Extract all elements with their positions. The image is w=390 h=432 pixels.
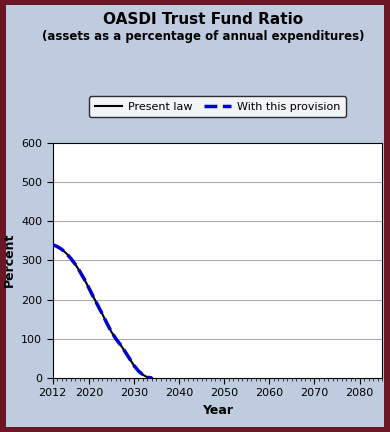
Legend: Present law, With this provision: Present law, With this provision: [89, 96, 346, 118]
Present law: [96, 303, 100, 308]
Present law: [150, 375, 154, 381]
With this provision: [131, 363, 136, 368]
With this provision: [73, 262, 78, 267]
Present law: [118, 342, 123, 347]
Present law: [145, 375, 150, 380]
Present law: [50, 242, 55, 247]
With this provision: [82, 276, 87, 282]
Present law: [136, 368, 141, 374]
Text: OASDI Trust Fund Ratio: OASDI Trust Fund Ratio: [103, 12, 303, 27]
Present law: [77, 269, 82, 274]
Present law: [55, 244, 60, 249]
With this provision: [91, 294, 96, 299]
Line: With this provision: With this provision: [53, 245, 152, 378]
Line: Present law: Present law: [53, 245, 152, 378]
Present law: [105, 321, 109, 326]
With this provision: [64, 251, 69, 256]
With this provision: [68, 256, 73, 261]
With this provision: [118, 342, 123, 347]
With this provision: [122, 349, 127, 354]
Present law: [127, 356, 132, 361]
Present law: [100, 311, 105, 317]
With this provision: [55, 244, 60, 249]
With this provision: [87, 285, 91, 290]
Present law: [87, 285, 91, 290]
With this provision: [136, 368, 141, 374]
Present law: [73, 262, 78, 267]
Present law: [113, 336, 118, 341]
Present law: [64, 251, 69, 256]
Present law: [122, 349, 127, 354]
With this provision: [100, 311, 105, 317]
With this provision: [105, 321, 109, 326]
Text: (assets as a percentage of annual expenditures): (assets as a percentage of annual expend…: [42, 30, 364, 43]
Present law: [82, 276, 87, 282]
With this provision: [109, 329, 113, 334]
With this provision: [150, 375, 154, 381]
With this provision: [113, 336, 118, 341]
Present law: [68, 256, 73, 261]
Present law: [141, 372, 145, 378]
Present law: [91, 294, 96, 299]
Present law: [109, 329, 113, 334]
With this provision: [59, 247, 64, 252]
With this provision: [50, 242, 55, 247]
Present law: [131, 363, 136, 368]
With this provision: [96, 303, 100, 308]
With this provision: [77, 269, 82, 274]
Present law: [59, 247, 64, 252]
Y-axis label: Percent: Percent: [3, 233, 16, 287]
With this provision: [127, 356, 132, 361]
X-axis label: Year: Year: [202, 404, 233, 417]
With this provision: [141, 372, 145, 378]
With this provision: [145, 375, 150, 380]
